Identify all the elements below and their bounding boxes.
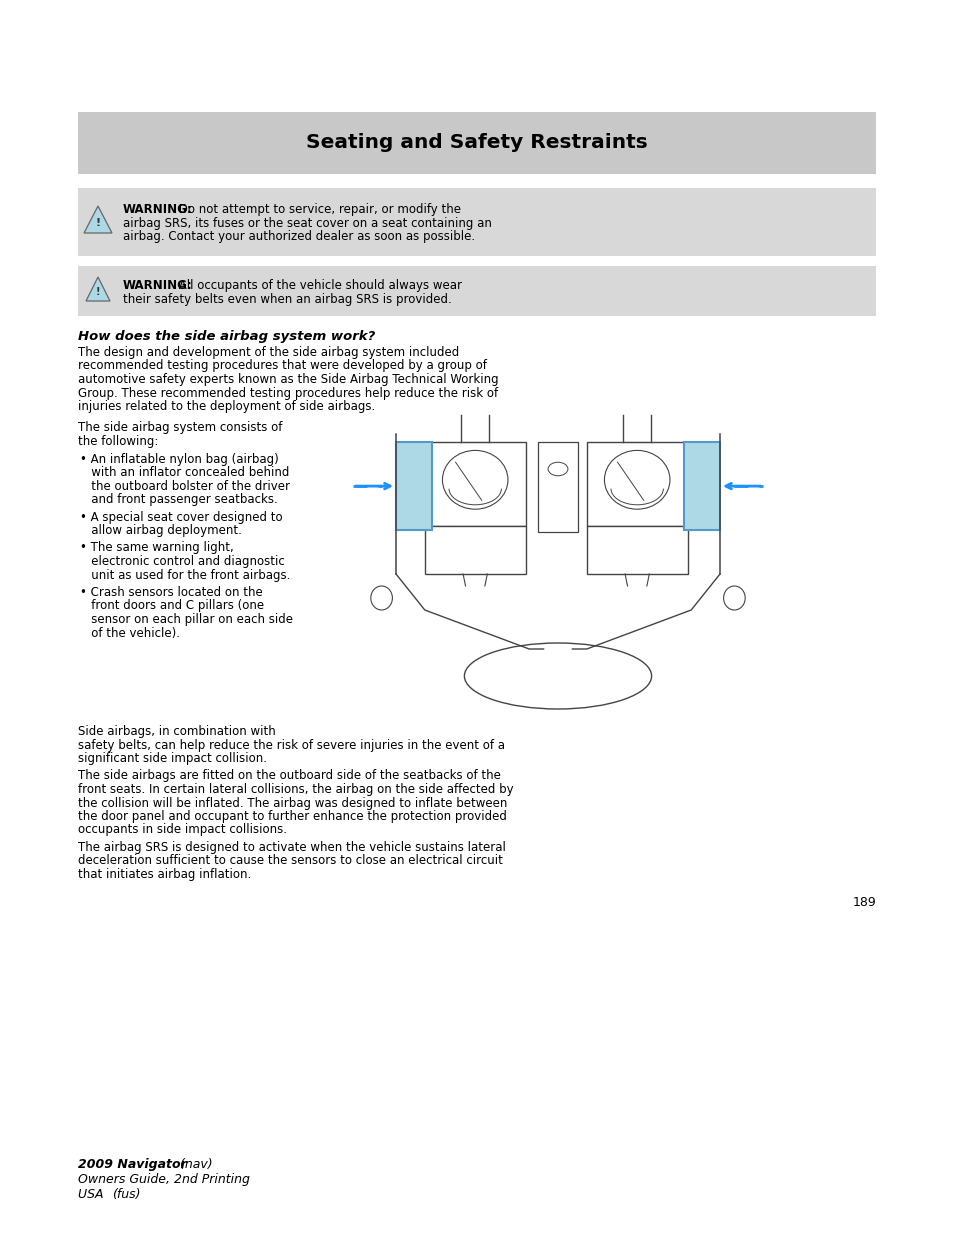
Bar bbox=[78, 188, 875, 256]
Ellipse shape bbox=[371, 585, 392, 610]
Text: allow airbag deployment.: allow airbag deployment. bbox=[80, 524, 242, 537]
Text: 2009 Navigator: 2009 Navigator bbox=[78, 1158, 187, 1171]
Bar bbox=[586, 442, 687, 526]
Text: WARNING:: WARNING: bbox=[123, 279, 193, 291]
Text: injuries related to the deployment of side airbags.: injuries related to the deployment of si… bbox=[78, 400, 375, 412]
Text: the following:: the following: bbox=[78, 435, 158, 448]
Text: with an inflator concealed behind: with an inflator concealed behind bbox=[80, 466, 289, 479]
Ellipse shape bbox=[442, 451, 507, 509]
Text: Owners Guide, 2nd Printing: Owners Guide, 2nd Printing bbox=[78, 1173, 250, 1186]
Bar bbox=[395, 442, 432, 530]
Text: !: ! bbox=[95, 219, 100, 228]
Text: that initiates airbag inflation.: that initiates airbag inflation. bbox=[78, 868, 251, 881]
Bar bbox=[424, 526, 525, 574]
Polygon shape bbox=[86, 277, 110, 301]
Text: All occupants of the vehicle should always wear: All occupants of the vehicle should alwa… bbox=[174, 279, 461, 291]
Text: The side airbags are fitted on the outboard side of the seatbacks of the: The side airbags are fitted on the outbo… bbox=[78, 769, 500, 783]
Text: The design and development of the side airbag system included: The design and development of the side a… bbox=[78, 346, 458, 359]
Text: unit as used for the front airbags.: unit as used for the front airbags. bbox=[80, 568, 290, 582]
Text: The airbag SRS is designed to activate when the vehicle sustains lateral: The airbag SRS is designed to activate w… bbox=[78, 841, 505, 853]
Text: electronic control and diagnostic: electronic control and diagnostic bbox=[80, 555, 284, 568]
Text: Group. These recommended testing procedures help reduce the risk of: Group. These recommended testing procedu… bbox=[78, 387, 497, 399]
Bar bbox=[78, 112, 875, 174]
Text: How does the side airbag system work?: How does the side airbag system work? bbox=[78, 330, 375, 343]
Text: automotive safety experts known as the Side Airbag Technical Working: automotive safety experts known as the S… bbox=[78, 373, 498, 387]
Text: the door panel and occupant to further enhance the protection provided: the door panel and occupant to further e… bbox=[78, 810, 506, 823]
Polygon shape bbox=[84, 206, 112, 233]
Text: USA: USA bbox=[78, 1188, 108, 1200]
Text: 189: 189 bbox=[851, 895, 875, 909]
Ellipse shape bbox=[604, 451, 669, 509]
Text: occupants in side impact collisions.: occupants in side impact collisions. bbox=[78, 824, 287, 836]
Text: the collision will be inflated. The airbag was designed to inflate between: the collision will be inflated. The airb… bbox=[78, 797, 507, 809]
Text: WARNING:: WARNING: bbox=[123, 203, 193, 216]
Text: front doors and C pillars (one: front doors and C pillars (one bbox=[80, 599, 264, 613]
Text: • Crash sensors located on the: • Crash sensors located on the bbox=[80, 585, 262, 599]
Text: safety belts, can help reduce the risk of severe injuries in the event of a: safety belts, can help reduce the risk o… bbox=[78, 739, 504, 752]
Text: • A special seat cover designed to: • A special seat cover designed to bbox=[80, 510, 282, 524]
Text: • The same warning light,: • The same warning light, bbox=[80, 541, 233, 555]
Text: !: ! bbox=[95, 287, 100, 296]
Ellipse shape bbox=[464, 643, 651, 709]
Ellipse shape bbox=[722, 585, 744, 610]
Text: (nav): (nav) bbox=[175, 1158, 213, 1171]
Bar bbox=[78, 266, 875, 316]
Text: the outboard bolster of the driver: the outboard bolster of the driver bbox=[80, 479, 290, 493]
Text: Seating and Safety Restraints: Seating and Safety Restraints bbox=[306, 133, 647, 152]
Text: The side airbag system consists of: The side airbag system consists of bbox=[78, 421, 282, 435]
Text: deceleration sufficient to cause the sensors to close an electrical circuit: deceleration sufficient to cause the sen… bbox=[78, 855, 502, 867]
Bar bbox=[537, 442, 578, 532]
Text: (fus): (fus) bbox=[112, 1188, 140, 1200]
Text: their safety belts even when an airbag SRS is provided.: their safety belts even when an airbag S… bbox=[123, 293, 452, 305]
Text: airbag SRS, its fuses or the seat cover on a seat containing an: airbag SRS, its fuses or the seat cover … bbox=[123, 216, 492, 230]
Text: sensor on each pillar on each side: sensor on each pillar on each side bbox=[80, 613, 293, 626]
Text: significant side impact collision.: significant side impact collision. bbox=[78, 752, 267, 764]
Text: • An inflatable nylon bag (airbag): • An inflatable nylon bag (airbag) bbox=[80, 452, 278, 466]
Text: of the vehicle).: of the vehicle). bbox=[80, 626, 180, 640]
Bar bbox=[424, 442, 525, 526]
Text: and front passenger seatbacks.: and front passenger seatbacks. bbox=[80, 493, 277, 506]
Bar bbox=[586, 526, 687, 574]
Ellipse shape bbox=[548, 462, 567, 475]
Text: airbag. Contact your authorized dealer as soon as possible.: airbag. Contact your authorized dealer a… bbox=[123, 230, 475, 243]
Bar bbox=[683, 442, 720, 530]
Text: recommended testing procedures that were developed by a group of: recommended testing procedures that were… bbox=[78, 359, 486, 373]
Text: Do not attempt to service, repair, or modify the: Do not attempt to service, repair, or mo… bbox=[174, 203, 460, 216]
Text: front seats. In certain lateral collisions, the airbag on the side affected by: front seats. In certain lateral collisio… bbox=[78, 783, 513, 797]
Text: Side airbags, in combination with: Side airbags, in combination with bbox=[78, 725, 275, 739]
